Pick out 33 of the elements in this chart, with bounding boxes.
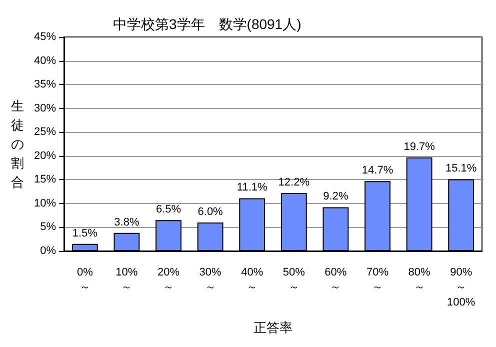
data-label: 11.1% bbox=[236, 182, 268, 194]
x-tick-label: 50% ～ bbox=[282, 266, 306, 294]
data-label: 6.0% bbox=[198, 206, 224, 218]
data-label: 1.5% bbox=[72, 227, 98, 240]
y-tick-label: 30% bbox=[34, 102, 56, 114]
x-tick-label: 60% ～ bbox=[324, 266, 347, 294]
y-axis-title: 生徒の割合 bbox=[11, 98, 24, 190]
data-label: 9.2% bbox=[323, 190, 348, 203]
x-axis-title: 正答率 bbox=[254, 320, 292, 335]
data-label: 14.7% bbox=[362, 164, 394, 177]
data-label: 15.1% bbox=[446, 162, 477, 175]
data-label: 19.7% bbox=[404, 140, 436, 153]
chart-title: 中学校第3学年 数学(8091人) bbox=[113, 16, 302, 32]
x-tick-label: 20% ～ bbox=[157, 266, 180, 294]
x-tick-label: 40% ～ bbox=[241, 266, 264, 294]
y-tick-label: 45% bbox=[34, 31, 56, 43]
x-tick-label: 80% ～ bbox=[408, 266, 431, 294]
x-tick-label: 90% ～ 100% bbox=[447, 266, 476, 308]
y-tick-label: 20% bbox=[34, 150, 56, 162]
y-tick-label: 0% bbox=[40, 245, 56, 257]
y-tick-label: 40% bbox=[34, 54, 56, 67]
y-tick-label: 35% bbox=[34, 78, 56, 91]
data-label: 12.2% bbox=[278, 176, 310, 188]
y-tick-label: 15% bbox=[34, 174, 56, 186]
data-label: 3.8% bbox=[114, 216, 140, 228]
x-tick-label: 10% ～ bbox=[116, 266, 138, 294]
y-tick-label: 10% bbox=[34, 197, 56, 210]
x-tick-label: 70% ～ bbox=[366, 266, 389, 294]
y-tick-label: 5% bbox=[40, 221, 56, 234]
x-tick-label: 30% ～ bbox=[199, 266, 222, 294]
x-tick-label: 0% ～ bbox=[76, 266, 94, 294]
y-tick-label: 25% bbox=[34, 126, 56, 138]
data-label: 6.5% bbox=[156, 204, 182, 216]
